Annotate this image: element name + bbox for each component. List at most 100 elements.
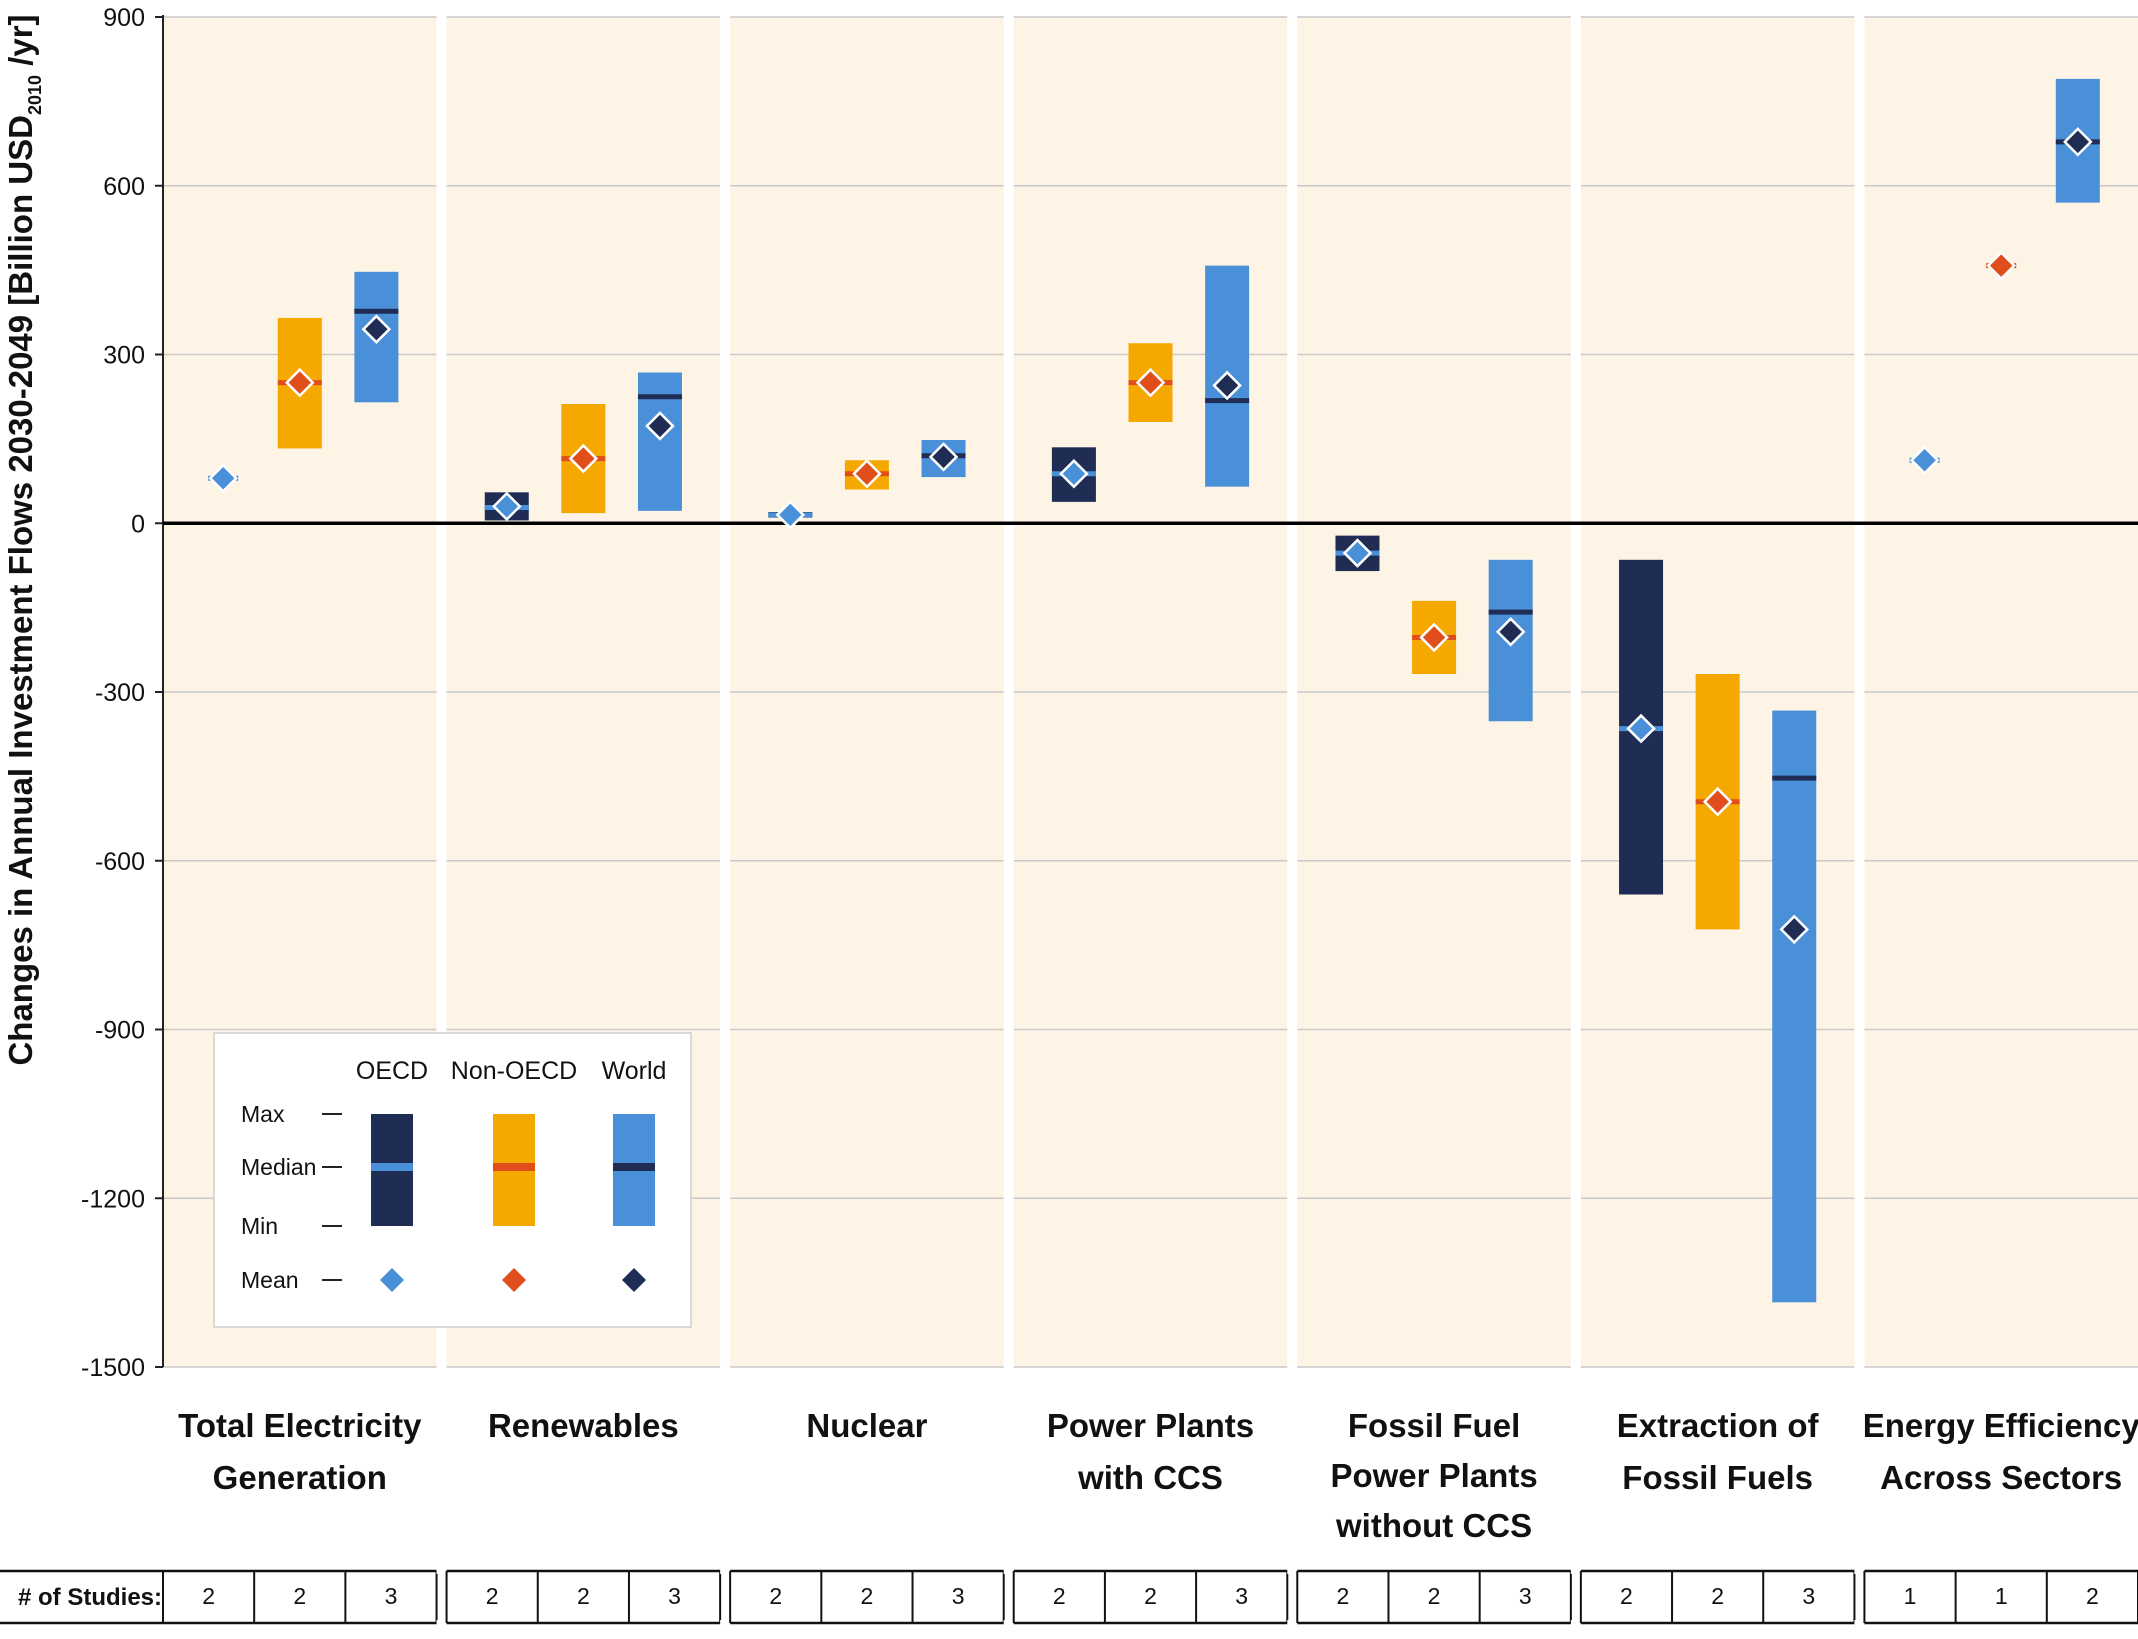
- studies-count: 2: [1144, 1583, 1157, 1609]
- studies-count: 2: [202, 1583, 215, 1609]
- y-tick-label: -1200: [81, 1185, 145, 1213]
- category-label-line: Across Sectors: [1880, 1459, 2122, 1496]
- category-label-line: Nuclear: [806, 1407, 927, 1444]
- y-tick-label: 900: [103, 4, 145, 32]
- legend-column-label: World: [602, 1057, 667, 1085]
- studies-table-gap: [436, 1568, 447, 1574]
- legend-box: [213, 1032, 692, 1328]
- studies-count: 2: [293, 1583, 306, 1609]
- category-label-line: with CCS: [1077, 1459, 1223, 1496]
- y-axis-title-suffix: /yr]: [2, 14, 39, 75]
- legend-column-label: OECD: [356, 1057, 428, 1085]
- category-label-line: Renewables: [488, 1407, 679, 1444]
- legend-row-label: Median: [241, 1154, 316, 1180]
- y-axis: 900 600 300 0 -300 -600 -900 -1200 -1500: [81, 4, 164, 1382]
- mean-marker: [928, 442, 959, 472]
- category-label-line: without CCS: [1335, 1507, 1532, 1544]
- mean-marker: [285, 367, 315, 398]
- mean-marker: [361, 314, 392, 344]
- category-label-line: Energy Efficiency: [1863, 1407, 2138, 1444]
- category-label-line: Fossil Fuels: [1622, 1459, 1813, 1496]
- studies-count: 2: [1053, 1583, 1066, 1609]
- studies-count: 1: [1995, 1583, 2008, 1609]
- category-labels: Total Electricity Generation Renewables Nuc…: [178, 1407, 2138, 1544]
- studies-count: 2: [577, 1583, 590, 1609]
- studies-table-gap: [1003, 1568, 1014, 1574]
- studies-table-gap: [1854, 1568, 1865, 1574]
- studies-table-gap: [1003, 1620, 1014, 1626]
- studies-table-gap: [1570, 1620, 1581, 1626]
- category-label-line: Power Plants: [1047, 1407, 1254, 1444]
- mean-marker: [1702, 786, 1733, 817]
- range-bar: [637, 372, 682, 511]
- studies-count: 2: [1711, 1583, 1724, 1609]
- category-label: Power Plants with CCS: [1047, 1407, 1254, 1496]
- studies-table-gap: [720, 1620, 731, 1626]
- mean-marker: [1212, 370, 1242, 401]
- data-marks: [208, 78, 2100, 1303]
- range-bar: [1772, 710, 1817, 1303]
- mean-marker: [775, 500, 806, 530]
- studies-count: 2: [1336, 1583, 1349, 1609]
- y-tick-label: 600: [103, 173, 145, 201]
- studies-count: 2: [486, 1583, 499, 1609]
- studies-count: 3: [668, 1583, 681, 1609]
- studies-count: 2: [2086, 1583, 2099, 1609]
- category-label: Fossil Fuel Power Plants without CCS: [1330, 1407, 1537, 1544]
- mean-marker: [568, 443, 599, 474]
- legend-row-label: Min: [241, 1213, 278, 1239]
- mean-marker: [2063, 127, 2093, 157]
- studies-count: 3: [1802, 1583, 1815, 1609]
- mean-marker: [1986, 250, 2016, 281]
- studies-table-gap: [1854, 1620, 1865, 1626]
- category-label: Nuclear: [806, 1407, 927, 1444]
- mean-marker: [1342, 538, 1373, 568]
- category-label: Total Electricity Generation: [178, 1407, 422, 1496]
- mean-marker: [491, 491, 522, 522]
- studies-count: 3: [1235, 1583, 1248, 1609]
- studies-table-gap: [1287, 1568, 1298, 1574]
- y-axis-title: Changes in Annual Investment Flows 2030-…: [2, 14, 45, 1065]
- category-label: Renewables: [488, 1407, 679, 1444]
- series-non-oecd: [277, 250, 2017, 930]
- mean-marker: [645, 411, 675, 441]
- legend-row-label: Mean: [241, 1267, 299, 1293]
- studies-count: 2: [1428, 1583, 1441, 1609]
- studies-table-gap: [1570, 1568, 1581, 1574]
- series-oecd: [208, 445, 1940, 895]
- studies-count: 2: [769, 1583, 782, 1609]
- mean-marker: [1626, 713, 1656, 744]
- y-tick-label: -600: [95, 848, 145, 876]
- studies-table-header: # of Studies:: [18, 1584, 162, 1611]
- category-label: Energy Efficiency Across Sectors: [1863, 1407, 2138, 1496]
- mean-marker: [1135, 367, 1166, 398]
- studies-count: 2: [1620, 1583, 1633, 1609]
- legend-swatch-mean: [502, 1268, 526, 1292]
- y-tick-label: 300: [103, 342, 145, 370]
- mean-marker: [1059, 458, 1089, 489]
- mean-marker: [1495, 617, 1526, 647]
- category-label-line: Extraction of: [1617, 1407, 1820, 1444]
- category-label: Extraction of Fossil Fuels: [1617, 1407, 1820, 1496]
- studies-count: 2: [861, 1583, 874, 1609]
- legend: OECD Non-OECD World Max Median Min Mean: [213, 1032, 692, 1328]
- category-label-line: Fossil Fuel: [1348, 1407, 1520, 1444]
- studies-table: # of Studies: 2 2 3 2 2 3 2 2 3 2 2 3 2 2 3 2 2 3 1 1 2: [0, 1568, 2138, 1626]
- studies-count: 3: [385, 1583, 398, 1609]
- mean-marker: [1419, 622, 1449, 653]
- y-tick-label: 0: [131, 510, 145, 538]
- category-label-line: Total Electricity: [178, 1407, 422, 1444]
- series-world: [354, 78, 2100, 1303]
- studies-count: 3: [1519, 1583, 1532, 1609]
- y-axis-title-subscript: 2010: [25, 75, 45, 115]
- y-tick-label: -300: [95, 679, 145, 707]
- mean-marker: [1909, 445, 1940, 476]
- studies-table-gap: [1287, 1620, 1298, 1626]
- legend-column-label: Non-OECD: [451, 1057, 577, 1085]
- legend-swatch-mean: [380, 1268, 404, 1292]
- y-tick-label: -900: [95, 1017, 145, 1045]
- mean-marker: [208, 463, 238, 494]
- mean-marker: [1779, 914, 1810, 945]
- studies-count: 3: [952, 1583, 965, 1609]
